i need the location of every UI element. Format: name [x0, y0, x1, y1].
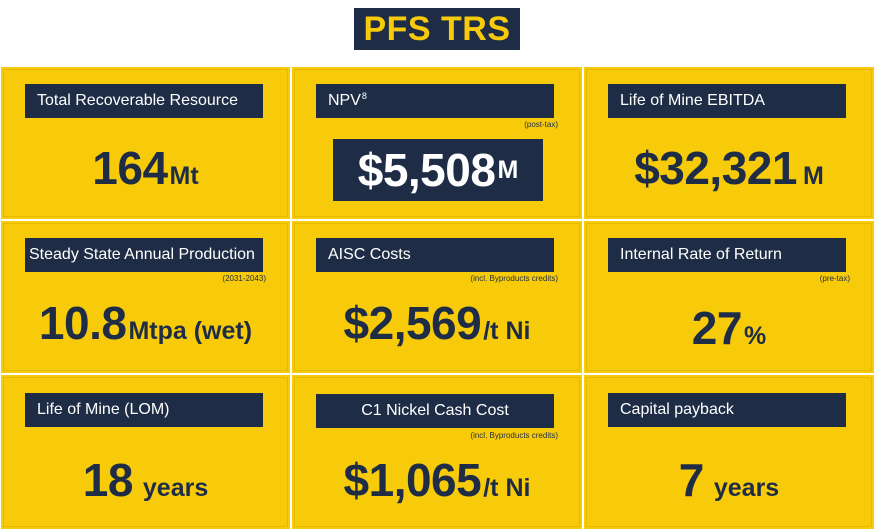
- metric-npv: NPV 8 (post-tax) $5,508 M: [291, 66, 583, 220]
- metric-unit: M: [497, 155, 519, 184]
- metric-unit: M: [802, 162, 824, 190]
- metric-c1-nickel-cash-cost: C1 Nickel Cash Cost (incl. Byproducts cr…: [291, 374, 583, 530]
- metric-label-text: NPV: [328, 92, 361, 109]
- metric-value-group: 27 %: [584, 301, 874, 355]
- metric-note: (incl. Byproducts credits): [470, 431, 558, 440]
- metric-label: NPV 8: [316, 84, 554, 118]
- metric-capital-payback: Capital payback 7 years: [583, 374, 875, 530]
- metric-label: Life of Mine EBITDA: [608, 84, 846, 118]
- metric-label: Life of Mine (LOM): [25, 393, 263, 427]
- metrics-grid: Total Recoverable Resource 164 Mt NPV 8 (…: [0, 66, 875, 530]
- metric-label: Total Recoverable Resource: [25, 84, 263, 118]
- metric-value-group: 164 Mt: [1, 141, 290, 195]
- metric-value-group: $32,321 M: [584, 141, 874, 195]
- metric-value-group: $2,569 /t Ni: [292, 296, 582, 350]
- metric-value-group: 10.8 Mtpa (wet): [1, 296, 290, 350]
- metric-label: C1 Nickel Cash Cost: [316, 394, 554, 428]
- metric-life-of-mine: Life of Mine (LOM) 18 years: [0, 374, 291, 530]
- metric-value-group: 18 years: [1, 453, 290, 507]
- metric-unit: years: [142, 474, 209, 502]
- metric-unit: years: [713, 474, 780, 502]
- metric-note: (pre-tax): [819, 274, 850, 283]
- metric-unit: /t Ni: [483, 474, 531, 502]
- metric-aisc-costs: AISC Costs (incl. Byproducts credits) $2…: [291, 220, 583, 374]
- metric-label: Capital payback: [608, 393, 846, 427]
- metric-value-group: $1,065 /t Ni: [292, 453, 582, 507]
- metric-value: 164: [92, 142, 168, 194]
- metric-label: Internal Rate of Return: [608, 238, 846, 272]
- metric-steady-state-production: Steady State Annual Production (2031-204…: [0, 220, 291, 374]
- metric-value: 18: [82, 454, 134, 506]
- metric-label: Steady State Annual Production: [25, 238, 263, 272]
- metric-value-group: 7 years: [584, 453, 874, 507]
- metric-label: AISC Costs: [316, 238, 554, 272]
- metric-value: 10.8: [38, 297, 127, 349]
- highlight-box: $5,508 M: [333, 139, 543, 201]
- metric-irr: Internal Rate of Return (pre-tax) 27 %: [583, 220, 875, 374]
- metric-value: $1,065: [343, 454, 482, 506]
- metric-unit: %: [743, 322, 767, 350]
- metric-note: (incl. Byproducts credits): [470, 274, 558, 283]
- metric-value: 7: [678, 454, 705, 506]
- metric-value: $5,508: [357, 144, 496, 196]
- metric-unit: /t Ni: [483, 317, 531, 345]
- footnote-marker: 8: [361, 91, 367, 101]
- metric-note: (post-tax): [524, 120, 558, 129]
- metric-note: (2031-2043): [222, 274, 266, 283]
- page-title: PFS TRS: [354, 8, 520, 50]
- metric-total-recoverable-resource: Total Recoverable Resource 164 Mt: [0, 66, 291, 220]
- metric-value: $2,569: [343, 297, 482, 349]
- metric-unit: Mtpa (wet): [128, 317, 253, 345]
- metric-value: $32,321: [634, 142, 797, 194]
- metric-lom-ebitda: Life of Mine EBITDA $32,321 M: [583, 66, 875, 220]
- metric-value: 27: [691, 302, 743, 354]
- metric-unit: Mt: [169, 162, 199, 190]
